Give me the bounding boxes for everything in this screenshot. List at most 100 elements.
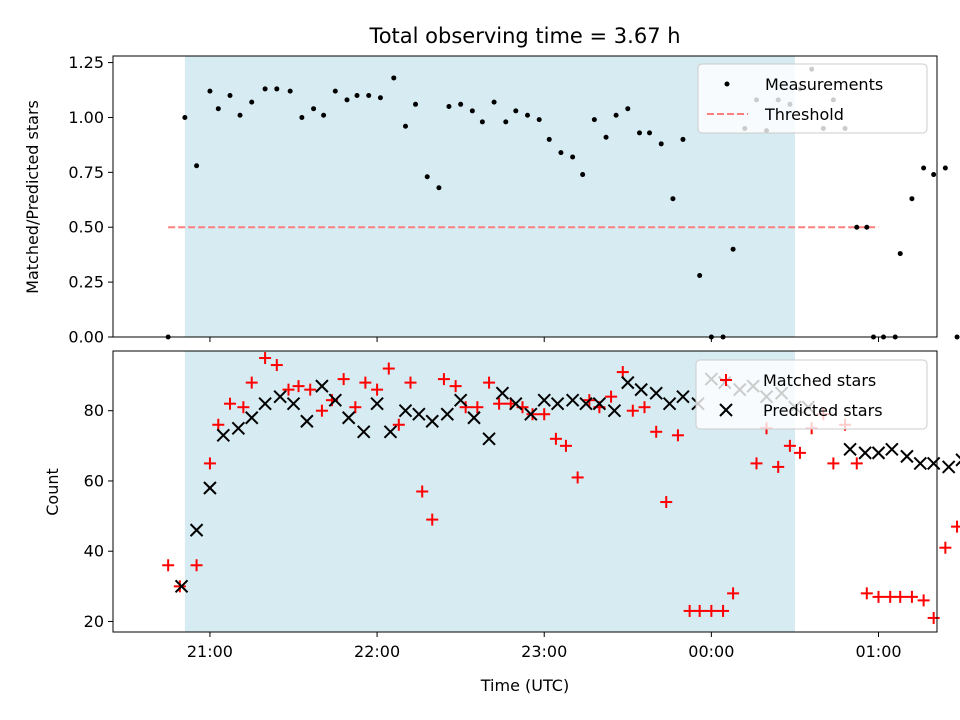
predicted-star-point	[955, 453, 960, 467]
matched-star-point	[190, 559, 203, 572]
measurement-point	[909, 196, 915, 202]
measurement-point	[558, 150, 564, 156]
matched-star-point	[237, 401, 250, 414]
measurement-point	[391, 75, 397, 81]
predicted-star-point	[482, 432, 496, 446]
matched-star-point	[772, 460, 785, 473]
y-tick-label: 0.75	[68, 163, 104, 182]
matched-star-point	[827, 457, 840, 470]
measurement-point	[413, 101, 419, 107]
predicted-star-point	[398, 404, 413, 418]
measurement-point	[680, 136, 686, 142]
predicted-star-point	[662, 396, 677, 411]
predicted-star-point	[216, 428, 231, 443]
predicted-star-point	[871, 446, 886, 460]
matched-star-point	[493, 397, 506, 410]
matched-star-point	[449, 380, 462, 393]
matched-star-point	[270, 359, 283, 372]
predicted-star-point	[621, 375, 635, 390]
matched-star-point	[471, 401, 484, 414]
measurement-point	[207, 88, 213, 94]
predicted-star-point	[913, 456, 927, 471]
predicted-star-point	[607, 404, 622, 418]
predicted-star-point	[926, 456, 941, 471]
measurement-point	[446, 103, 452, 109]
matched-star-point	[203, 457, 216, 470]
legend-predicted-label: Predicted stars	[763, 401, 883, 420]
measurement-point	[591, 117, 597, 123]
measurement-point	[299, 114, 305, 120]
measurement-point	[332, 88, 338, 94]
measurement-point	[215, 106, 221, 112]
matched-star-point	[939, 541, 952, 554]
matched-star-point	[459, 401, 472, 414]
matched-star-point	[750, 457, 763, 470]
y-tick-label: 80	[84, 401, 104, 420]
measurement-point	[670, 196, 676, 202]
matched-star-point	[793, 446, 806, 459]
matched-star-point	[404, 376, 417, 389]
matched-star-point	[626, 404, 639, 417]
matched-star-point	[162, 559, 175, 572]
predicted-star-point	[189, 523, 204, 537]
measurement-point	[182, 114, 188, 120]
measurement-point	[942, 165, 948, 171]
measurement-point	[864, 224, 870, 230]
matched-star-point	[549, 432, 562, 445]
legend-measurements-label: Measurements	[765, 75, 883, 94]
predicted-star-point	[676, 389, 690, 404]
predicted-star-point	[328, 393, 343, 407]
matched-star-point	[860, 587, 873, 600]
predicted-star-point	[885, 442, 899, 457]
measurement-point	[503, 119, 509, 125]
count-y-axis-label: Count	[43, 468, 62, 516]
matched-star-point	[884, 590, 897, 603]
predicted-star-point	[231, 421, 246, 435]
predicted-star-point	[649, 386, 663, 400]
y-tick-label: 20	[84, 612, 104, 631]
measurement-point	[377, 95, 383, 101]
y-tick-label: 1.25	[68, 53, 104, 72]
measurement-point	[613, 112, 619, 118]
matched-star-point	[927, 611, 940, 624]
measurement-point	[194, 163, 200, 169]
y-tick-label: 0.25	[68, 273, 104, 292]
count-legend-box	[695, 359, 928, 430]
predicted-star-point	[524, 407, 538, 421]
ratio-panel: 0.00 0.25 0.50 0.75 1.00 1.25 Matched/Predict…	[23, 53, 960, 347]
measurement-point	[636, 130, 642, 136]
count-panel-frame	[112, 350, 938, 633]
predicted-star-point	[453, 393, 468, 407]
matched-star-point	[917, 594, 930, 607]
predicted-star-point	[537, 393, 551, 407]
measurement-point	[897, 251, 903, 257]
predicted-star-point	[843, 442, 857, 457]
matched-star-point	[538, 408, 551, 421]
measurement-point	[730, 246, 736, 252]
matched-star-point	[349, 401, 362, 414]
matched-star-point	[359, 376, 372, 389]
count-legend: Matched stars Predicted stars	[695, 359, 928, 430]
x-tick-label: 01:00	[855, 642, 901, 661]
measurement-point	[402, 123, 408, 129]
matched-star-point	[245, 376, 258, 389]
measurement-point	[536, 117, 542, 123]
predicted-star-point	[495, 386, 510, 400]
measurement-point	[287, 88, 293, 94]
matched-star-point	[705, 604, 718, 617]
matched-star-point	[426, 513, 439, 526]
matched-star-point	[660, 496, 673, 509]
legend-threshold-label: Threshold	[764, 105, 844, 124]
legend-measurements-marker	[724, 81, 730, 87]
matched-star-point	[783, 439, 796, 452]
matched-star-point	[693, 604, 706, 617]
measurement-point	[469, 108, 475, 114]
predicted-star-point	[383, 425, 398, 439]
measurement-point	[931, 172, 937, 178]
measurement-point	[354, 93, 360, 99]
predicted-star-point	[858, 446, 872, 460]
measurement-point	[921, 165, 927, 171]
matched-star-point	[292, 380, 305, 393]
predicted-star-point	[245, 411, 259, 425]
